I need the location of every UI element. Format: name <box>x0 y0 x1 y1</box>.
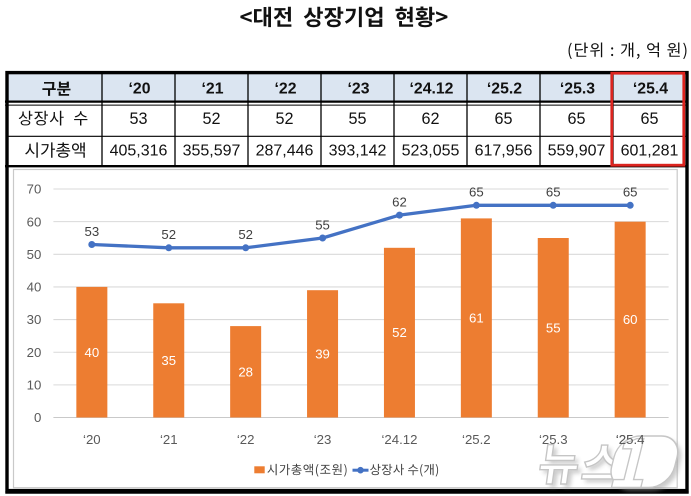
svg-text:65: 65 <box>494 110 512 128</box>
svg-text:287,446: 287,446 <box>256 142 314 159</box>
svg-text:50: 50 <box>27 247 42 262</box>
svg-text:52: 52 <box>392 325 407 340</box>
svg-text:53: 53 <box>85 224 100 239</box>
svg-text:65: 65 <box>469 185 484 200</box>
svg-text:65: 65 <box>640 110 658 128</box>
svg-text:60: 60 <box>27 214 42 229</box>
svg-text:‘20: ‘20 <box>83 432 101 447</box>
svg-text:35: 35 <box>161 353 176 368</box>
svg-text:40: 40 <box>27 280 42 295</box>
svg-text:405,316: 405,316 <box>110 142 168 159</box>
svg-text:53: 53 <box>129 110 147 128</box>
svg-text:‘25.4: ‘25.4 <box>633 80 668 97</box>
svg-text:‘23: ‘23 <box>314 432 332 447</box>
svg-text:‘25.2: ‘25.2 <box>487 80 522 97</box>
svg-text:65: 65 <box>546 185 561 200</box>
svg-text:10: 10 <box>27 377 42 392</box>
svg-text:62: 62 <box>421 110 439 128</box>
svg-text:40: 40 <box>85 345 100 360</box>
svg-text:‘24.12: ‘24.12 <box>381 432 417 447</box>
svg-text:65: 65 <box>567 110 585 128</box>
svg-text:‘20: ‘20 <box>129 80 151 97</box>
svg-text:‘22: ‘22 <box>237 432 255 447</box>
svg-text:61: 61 <box>469 311 484 326</box>
svg-text:55: 55 <box>315 217 330 232</box>
svg-text:30: 30 <box>27 312 42 327</box>
svg-text:‘25.3: ‘25.3 <box>539 432 568 447</box>
svg-text:65: 65 <box>623 185 638 200</box>
svg-text:‘25.4: ‘25.4 <box>616 432 645 447</box>
svg-text:‘21: ‘21 <box>202 80 224 97</box>
svg-text:‘21: ‘21 <box>160 432 178 447</box>
svg-text:523,055: 523,055 <box>402 142 460 159</box>
svg-text:28: 28 <box>238 364 253 379</box>
svg-text:‘23: ‘23 <box>348 80 370 97</box>
svg-text:52: 52 <box>161 227 176 242</box>
svg-text:‘25.3: ‘25.3 <box>560 80 595 97</box>
svg-text:617,956: 617,956 <box>475 142 533 159</box>
svg-text:70: 70 <box>27 182 42 197</box>
svg-text:52: 52 <box>275 110 293 128</box>
svg-text:355,597: 355,597 <box>183 142 241 159</box>
svg-text:55: 55 <box>546 320 561 335</box>
svg-text:393,142: 393,142 <box>329 142 387 159</box>
svg-text:52: 52 <box>202 110 220 128</box>
svg-text:39: 39 <box>315 346 330 361</box>
svg-text:60: 60 <box>623 312 638 327</box>
svg-text:‘24.12: ‘24.12 <box>410 80 454 97</box>
svg-text:0: 0 <box>34 410 41 425</box>
svg-text:52: 52 <box>238 227 253 242</box>
svg-text:‘22: ‘22 <box>275 80 297 97</box>
svg-text:20: 20 <box>27 345 42 360</box>
svg-text:601,281: 601,281 <box>621 142 679 159</box>
svg-text:559,907: 559,907 <box>548 142 606 159</box>
svg-text:55: 55 <box>348 110 366 128</box>
svg-text:62: 62 <box>392 194 407 209</box>
svg-text:‘25.2: ‘25.2 <box>462 432 491 447</box>
